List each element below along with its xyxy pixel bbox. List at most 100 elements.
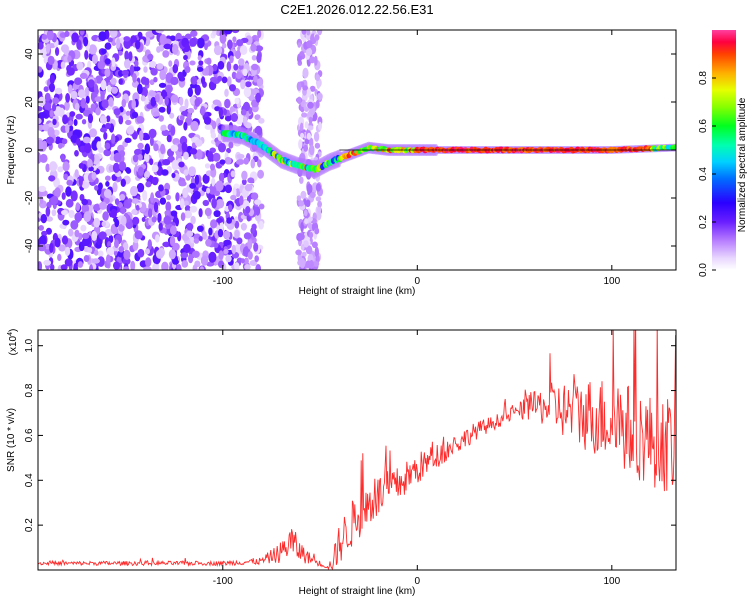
spectrogram-blob [228,141,234,149]
spectrogram-blob [240,222,247,231]
spectrogram-blob [201,231,207,240]
spectrogram-blob [223,248,229,255]
bottom-y-axis-label: SNR (10 * v/v) [6,408,17,472]
spectrogram-blob [212,99,221,106]
spectrogram-blob [135,204,140,211]
spectrogram-blob [125,167,132,174]
spectrogram-blob [301,30,307,35]
spectrogram-blob [247,177,255,184]
colorbar-tick-label: 0.4 [698,167,709,181]
spectrogram-blob [243,157,249,165]
spectrogram-blob [137,248,145,258]
spectrogram-blob [149,136,154,147]
snr-marks [38,330,676,570]
spectrogram-blob [235,50,241,60]
spectrogram-blob [104,68,111,78]
spectrogram-blob [99,201,107,210]
spectrogram-blob [235,71,243,80]
spectrogram-blob [184,66,191,73]
spectrogram-blob [216,198,225,209]
spectrogram-blob [128,51,133,62]
spectrogram-blob [183,151,189,160]
spectrogram-blob [62,161,70,172]
spectrogram-blob [45,43,51,54]
spectrogram-blob [113,261,120,270]
spectrogram-blob [60,61,66,69]
spectrogram-blob [71,32,79,43]
spectrogram-blob [224,115,232,122]
spectrogram-blob [77,261,84,268]
spectrogram-blob [301,112,308,118]
spectrogram-blob [103,149,112,157]
spectrogram-blob [153,111,160,117]
spectrogram-blob [303,144,309,152]
spectrogram-blob [211,198,217,209]
spectrogram-blob [234,97,240,105]
spectrogram-blob [161,124,167,131]
spectrogram-blob [181,142,188,152]
spectrogram-blob [104,229,113,236]
spectrogram-blob [316,78,321,89]
spectrogram-blob [178,161,185,168]
spectrogram-blob [188,166,197,177]
spectrogram-blob [50,195,59,205]
top-x-tick-label: -100 [213,276,233,287]
spectrogram-blob [206,187,211,194]
spectrogram-blob [121,98,127,108]
spectrogram-blob [132,154,139,163]
spectrogram-blob [143,266,152,270]
spectrogram-blob [106,254,111,264]
spectrogram-blob [64,258,73,267]
spectrogram-blob [64,30,70,37]
colorbar-tick-label: 0.2 [698,215,709,229]
spectrogram-blob [46,136,54,145]
spectrogram-blob [143,66,148,73]
spectrogram-blob [229,84,236,92]
spectrogram-blob [68,120,74,126]
spectrogram-blob [207,151,214,162]
spectrogram-blob [299,51,305,57]
spectrogram-blob [215,180,224,192]
spectrogram-blob [205,239,212,247]
spectrogram-blob [200,105,206,116]
spectrogram-blob [254,45,264,52]
spectrogram-blob [250,43,257,52]
spectrogram-blob [127,198,133,204]
spectrogram-blob [141,217,146,222]
spectrogram-blob [145,181,152,188]
spectrogram-blob [44,92,51,102]
spectrogram-blob [231,30,240,34]
spectrogram-blob [240,79,246,90]
spectrogram-blob [300,132,305,139]
spectrogram-blob [306,183,313,194]
spectrogram-blob [314,142,321,149]
spectrogram-blob [118,224,125,232]
spectrogram-blob [55,87,63,95]
spectrogram-blob [300,221,304,233]
spectrogram-blob [166,134,172,143]
spectrogram-blob [190,83,198,89]
spectrogram-blob [211,120,217,130]
spectrogram-blob [243,232,252,240]
spectrogram-blob [38,118,42,124]
spectrogram-blob [118,246,125,253]
spectrogram-blob [159,197,167,205]
spectrogram-blob [240,109,247,116]
spectrogram-blob [165,201,172,212]
spectrogram-blob [296,195,302,202]
spectrogram-blob [49,161,58,172]
top-y-tick-label: 20 [24,96,35,108]
spectrogram-blob [253,242,259,252]
spectrogram-blob [98,231,107,240]
spectrogram-blob [243,101,250,112]
spectrogram-blob [243,116,248,127]
spectrogram-blob [153,201,159,213]
spectrogram-blob [94,249,99,256]
spectrogram-blob [169,35,176,42]
spectrogram-blob [83,36,89,47]
spectrogram-blob [213,45,223,56]
spectrogram-blob [166,104,171,115]
spectrogram-blob [250,192,259,200]
spectrogram-blob [243,86,252,98]
spectrogram-blob [158,82,167,88]
